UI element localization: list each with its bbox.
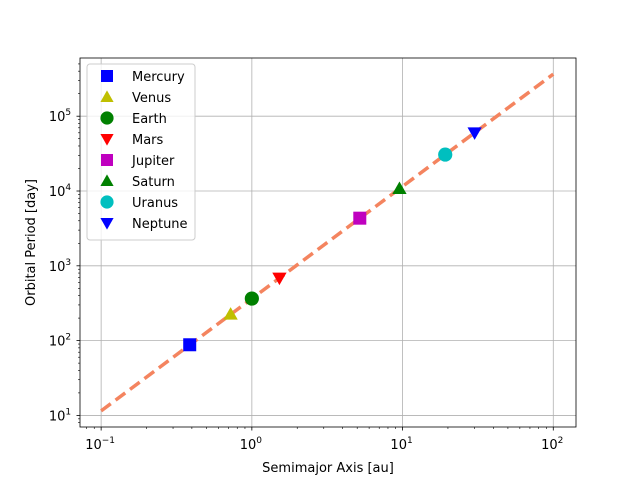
legend-label-jupiter: Jupiter	[131, 154, 175, 169]
data-point-saturn	[392, 181, 407, 194]
legend-marker-mars	[100, 134, 114, 146]
legend-label-mercury: Mercury	[132, 70, 185, 85]
legend-label-uranus: Uranus	[132, 196, 178, 211]
legend-box	[86, 63, 196, 241]
y-axis-label: Orbital Period [day]	[24, 179, 39, 306]
legend-marker-earth	[100, 111, 114, 125]
legend-label-earth: Earth	[132, 112, 167, 127]
legend-label-neptune: Neptune	[132, 217, 188, 232]
data-point-earth	[244, 291, 259, 306]
legend-marker-neptune	[100, 218, 114, 230]
legend-label-venus: Venus	[132, 91, 171, 106]
data-point-neptune	[467, 127, 482, 140]
data-points	[183, 127, 482, 352]
data-point-uranus	[438, 147, 453, 162]
data-point-mercury	[183, 338, 197, 352]
legend-marker-uranus	[100, 195, 114, 209]
legend-marker-mercury	[101, 70, 113, 82]
legend-marker-jupiter	[101, 154, 113, 166]
legend-marker-saturn	[100, 174, 114, 186]
legend: Mercury Venus Earth Mars Jupiter Saturn Uranus…	[86, 63, 196, 241]
plot-frame	[79, 57, 577, 428]
legend-label-saturn: Saturn	[132, 175, 175, 190]
legend-marker-venus	[100, 90, 114, 102]
data-point-mars	[272, 272, 287, 286]
data-point-jupiter	[353, 211, 367, 225]
data-point-venus	[223, 307, 238, 320]
x-axis-label: Semimajor Axis [au]	[262, 461, 394, 476]
legend-label-mars: Mars	[132, 133, 164, 148]
